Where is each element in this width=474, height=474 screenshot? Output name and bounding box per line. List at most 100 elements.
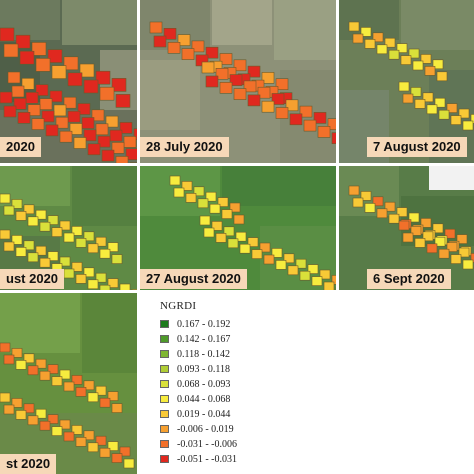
ngrdi-cell — [99, 447, 111, 458]
ngrdi-cell — [400, 55, 412, 65]
ngrdi-cell — [31, 118, 45, 130]
ngrdi-cell — [376, 208, 388, 219]
ngrdi-cell — [177, 34, 191, 46]
ngrdi-cell — [11, 235, 23, 245]
ngrdi-cell — [99, 397, 111, 408]
ngrdi-cell — [185, 193, 197, 203]
ngrdi-cell — [27, 415, 39, 426]
ngrdi-cell — [63, 232, 75, 243]
legend-range-label: 0.167 - 0.192 — [177, 318, 231, 330]
ngrdi-cell — [125, 148, 137, 160]
ngrdi-cell — [97, 135, 111, 148]
ngrdi-cell — [39, 221, 51, 232]
ngrdi-cell — [99, 86, 115, 101]
legend-row: 0.167 - 0.192 — [160, 318, 230, 330]
legend-row: 0.118 - 0.142 — [160, 348, 230, 360]
ngrdi-cell — [63, 56, 79, 71]
ngrdi-cell — [47, 414, 59, 424]
ngrdi-cell — [233, 214, 245, 225]
legend-swatch — [160, 395, 169, 403]
ngrdi-cell — [275, 107, 289, 119]
legend-range-label: 0.093 - 0.118 — [177, 363, 230, 375]
ngrdi-legend: NGRDI 0.167 - 0.192 0.142 - 0.167 0.118 - … — [148, 298, 288, 474]
ngrdi-cell — [364, 39, 376, 49]
ngrdi-cell — [408, 212, 420, 223]
ngrdi-cell — [107, 242, 119, 252]
ngrdi-cell — [49, 90, 63, 103]
ngrdi-cell — [15, 247, 27, 257]
ngrdi-cell — [133, 128, 137, 140]
ngrdi-cell — [458, 247, 470, 258]
ngrdi-cell — [388, 49, 400, 60]
ngrdi-cell — [59, 256, 71, 267]
ngrdi-cell — [169, 175, 181, 186]
ngrdi-cell — [396, 207, 408, 217]
panel-label-5: 27 August 2020 — [140, 269, 247, 289]
ngrdi-cell — [289, 113, 303, 126]
ngrdi-cell — [414, 99, 426, 109]
ngrdi-cell — [446, 242, 458, 252]
ngrdi-cell — [63, 381, 75, 392]
ngrdi-cell — [119, 283, 131, 290]
legend-swatch — [160, 365, 169, 373]
ngrdi-cell — [376, 44, 388, 55]
ngrdi-cell — [59, 419, 71, 430]
ngrdi-cell — [247, 94, 261, 107]
panel-label-2: 28 July 2020 — [140, 137, 229, 157]
panel-label-6: 6 Sept 2020 — [367, 269, 451, 289]
ngrdi-cell — [19, 50, 35, 65]
ngrdi-cell — [59, 130, 73, 143]
ngrdi-cell — [71, 375, 83, 385]
ngrdi-cell — [11, 398, 23, 408]
ngrdi-cell — [75, 387, 87, 397]
ngrdi-cell — [41, 110, 55, 123]
ngrdi-grid-6 — [348, 185, 474, 270]
ngrdi-cell — [83, 79, 99, 94]
ngrdi-cell — [53, 104, 67, 117]
ngrdi-cell — [47, 364, 59, 374]
ngrdi-cell — [75, 238, 87, 248]
legend-range-label: 0.142 - 0.167 — [177, 333, 231, 345]
ngrdi-cell — [15, 410, 27, 420]
ngrdi-cell — [412, 60, 424, 71]
legend-swatch — [160, 455, 169, 463]
ngrdi-cell — [209, 203, 221, 214]
ngrdi-cell — [193, 186, 205, 197]
ngrdi-cell — [197, 198, 209, 209]
map-panel-3: 7 August 2020 — [339, 0, 474, 163]
ngrdi-cell — [360, 191, 372, 201]
ngrdi-cell — [87, 279, 99, 290]
ngrdi-cell — [438, 248, 450, 259]
ngrdi-cell — [111, 78, 127, 92]
ngrdi-cell — [51, 376, 63, 386]
ngrdi-cell — [59, 369, 71, 380]
ngrdi-cell — [3, 43, 19, 58]
ngrdi-cell — [87, 442, 99, 453]
ngrdi-cell — [27, 252, 39, 263]
ngrdi-cell — [51, 227, 63, 237]
ngrdi-cell — [25, 92, 39, 104]
ngrdi-cell — [107, 278, 119, 288]
ngrdi-cell — [247, 237, 259, 247]
ngrdi-cell — [35, 245, 47, 256]
ngrdi-cell — [247, 65, 261, 78]
ngrdi-cell — [71, 262, 83, 272]
ngrdi-cell — [15, 34, 31, 49]
ngrdi-cell — [27, 104, 41, 116]
ngrdi-cell — [424, 66, 436, 76]
legend-row: 0.019 - 0.044 — [160, 408, 230, 420]
legend-range-label: 0.068 - 0.093 — [177, 378, 231, 390]
ngrdi-cell — [63, 268, 75, 279]
ngrdi-cell — [233, 88, 247, 100]
ngrdi-cell — [35, 58, 51, 72]
ngrdi-cell — [299, 270, 311, 281]
ngrdi-cell — [438, 109, 450, 120]
ngrdi-cell — [420, 218, 432, 228]
ngrdi-cell — [83, 430, 95, 441]
map-panel-6: 6 Sept 2020 — [339, 166, 474, 290]
ngrdi-cell — [219, 53, 233, 65]
ngrdi-cell — [422, 92, 434, 103]
ngrdi-cell — [83, 231, 95, 242]
ngrdi-cell — [69, 123, 83, 135]
ngrdi-cell — [111, 254, 123, 264]
